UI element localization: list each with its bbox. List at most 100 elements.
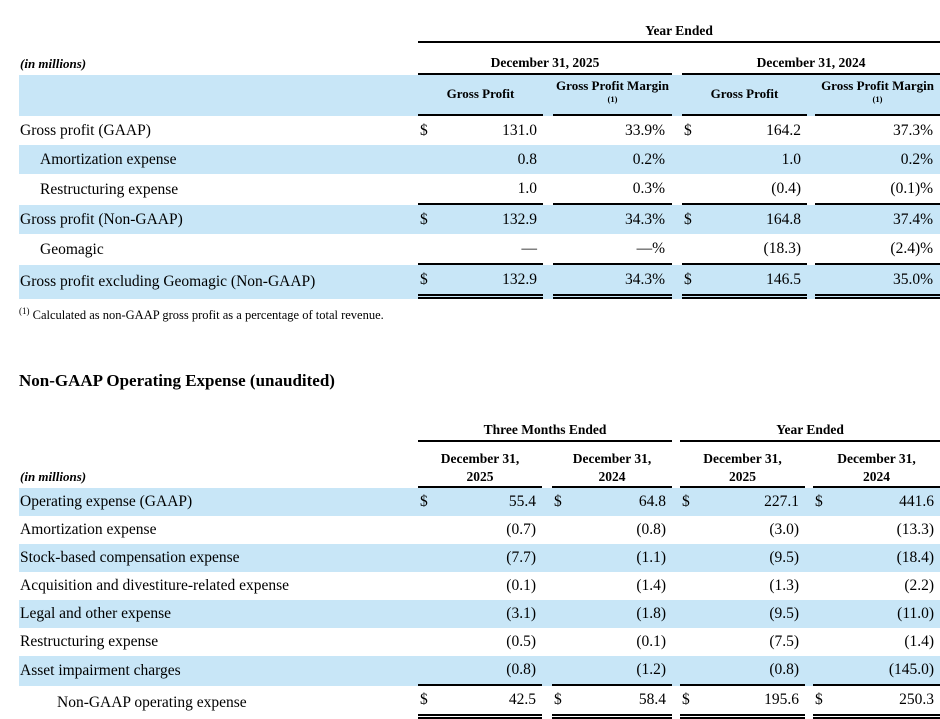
- table-row-geomagic: Geomagic — —% (18.3) (2.4)%: [19, 234, 940, 265]
- currency-symbol: [813, 544, 833, 572]
- table-row-operating-expense-gaap: Operating expense (GAAP) $ 55.4 $ 64.8 $…: [19, 488, 940, 517]
- spacer: [805, 656, 813, 686]
- margin-cell: 34.3%: [553, 265, 672, 299]
- currency-symbol: [418, 628, 438, 656]
- currency-symbol: [418, 656, 438, 687]
- row-label: Restructuring expense: [40, 180, 179, 198]
- value-cell: (0.1): [506, 577, 536, 595]
- currency-symbol: $: [420, 210, 428, 228]
- spacer: [807, 145, 815, 174]
- table-row-gross-profit-excluding-geomagic: Gross profit excluding Geomagic (Non-GAA…: [19, 265, 940, 299]
- footnote-marker: (1): [872, 93, 883, 104]
- currency-symbol: $: [554, 493, 562, 511]
- spacer: [542, 572, 552, 600]
- spacer: [542, 656, 552, 686]
- value-cell: 146.5: [702, 265, 807, 299]
- spacer: [807, 205, 815, 234]
- spacer: [807, 174, 815, 205]
- row-label: Stock-based compensation expense: [20, 549, 240, 567]
- value-cell: (9.5): [769, 605, 800, 623]
- margin-cell: 0.3%: [553, 174, 672, 205]
- column-header-label: Gross Profit Margin: [821, 77, 934, 93]
- currency-symbol: $: [418, 265, 438, 299]
- spacer: [805, 686, 813, 719]
- value-cell: (0.8): [636, 521, 667, 539]
- row-label: Asset impairment charges: [20, 662, 181, 680]
- section-title: Non-GAAP Operating Expense (unaudited): [19, 371, 335, 391]
- spacer: [672, 544, 680, 572]
- year-ended-header: Year Ended: [418, 12, 940, 43]
- currency-symbol: [552, 600, 572, 628]
- spacer: [805, 572, 813, 600]
- spacer: [542, 516, 552, 544]
- table-row: Three Months Ended Year Ended: [19, 411, 940, 443]
- currency-symbol: [680, 572, 700, 600]
- row-label: Amortization expense: [20, 521, 157, 539]
- table-row-stock-based-compensation: Stock-based compensation expense (7.7) (…: [19, 544, 940, 573]
- currency-symbol: $: [418, 686, 438, 719]
- currency-symbol: $: [815, 493, 823, 511]
- period-header-2025: December 31, 2025: [418, 43, 672, 75]
- operating-expense-table: Three Months Ended Year Ended (in millio…: [19, 411, 940, 719]
- table-row-legal-and-other: Legal and other expense (3.1) (1.8) (9.5…: [19, 600, 940, 629]
- table-row-amortization-expense: Amortization expense (0.7) (0.8) (3.0) (…: [19, 516, 940, 544]
- spacer: [672, 442, 680, 488]
- value-cell: 132.9: [502, 210, 537, 228]
- value-cell: 164.2: [766, 121, 801, 139]
- value-cell: (3.1): [506, 605, 536, 623]
- margin-cell: 37.4%: [892, 210, 934, 228]
- three-months-ended-header: Three Months Ended: [418, 411, 673, 443]
- spacer: [543, 116, 553, 145]
- spacer: [672, 145, 682, 174]
- row-label: Legal and other expense: [20, 605, 172, 623]
- footnote-marker: (1): [607, 93, 618, 104]
- margin-cell: 33.9%: [624, 121, 665, 139]
- value-cell: 58.4: [572, 686, 673, 719]
- period-header-tm-2025: December 31, 2025: [418, 442, 542, 489]
- margin-cell: 34.3%: [624, 210, 665, 228]
- currency-symbol: $: [680, 686, 701, 719]
- spacer: [543, 234, 553, 265]
- currency-symbol: [418, 516, 438, 544]
- value-cell: (7.5): [769, 633, 800, 651]
- value-cell: (13.3): [896, 521, 935, 539]
- value-cell: 64.8: [638, 493, 667, 511]
- spacer: [19, 12, 418, 43]
- spacer: [672, 600, 680, 628]
- period-line1: December 31,: [837, 451, 916, 467]
- table-row-restructuring-expense: Restructuring expense 1.0 0.3% (0.4) (0.…: [19, 174, 940, 205]
- row-label: Amortization expense: [40, 150, 177, 168]
- spacer: [542, 442, 552, 488]
- spacer: [672, 174, 682, 205]
- year-ended-header: Year Ended: [680, 411, 940, 443]
- gross-profit-column-header: Gross Profit: [418, 75, 543, 116]
- currency-symbol: [552, 572, 572, 600]
- spacer: [542, 488, 552, 516]
- value-cell: 441.6: [899, 493, 935, 511]
- footnote-text: Calculated as non-GAAP gross profit as a…: [32, 308, 384, 323]
- currency-symbol: [813, 572, 833, 600]
- spacer: [807, 265, 815, 299]
- value-cell: (1.1): [636, 549, 667, 567]
- currency-symbol: [680, 544, 700, 572]
- gross-profit-table: Year Ended (in millions) December 31, 20…: [19, 12, 940, 299]
- currency-symbol: [680, 600, 700, 628]
- table-row-acquisition-divestiture: Acquisition and divestiture-related expe…: [19, 572, 940, 600]
- spacer: [543, 174, 553, 205]
- currency-symbol: $: [813, 686, 834, 719]
- currency-symbol: $: [552, 686, 572, 719]
- value-cell: (1.4): [636, 577, 667, 595]
- value-cell: (18.4): [896, 549, 935, 567]
- value-cell: 42.5: [438, 686, 542, 719]
- row-label: Gross profit (Non-GAAP): [20, 210, 183, 228]
- value-cell: 250.3: [833, 686, 940, 719]
- spacer: [19, 411, 418, 442]
- spacer: [542, 628, 552, 656]
- gross-profit-column-header: Gross Profit: [682, 75, 807, 116]
- value-cell: (11.0): [897, 605, 935, 623]
- value-cell: (7.7): [506, 549, 536, 567]
- spacer: [543, 145, 553, 174]
- table-row-gross-profit-gaap: Gross profit (GAAP) $ 131.0 33.9% $ 164.…: [19, 116, 940, 145]
- margin-cell: 35.0%: [815, 265, 940, 299]
- table-row-amortization-expense: Amortization expense 0.8 0.2% 1.0 0.2%: [19, 145, 940, 174]
